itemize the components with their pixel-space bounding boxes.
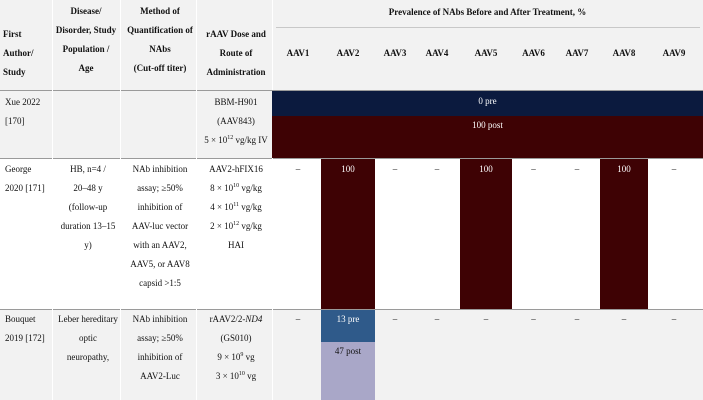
row3-aav6: – [531,314,536,324]
row2-aav9: – [671,164,677,174]
rule-row2-bottom [0,309,703,310]
row3-aav3: – [392,314,398,324]
row1-author: Xue 2022 [170] [5,97,41,126]
row3-bg-left [0,310,321,400]
row2-dose: AAV2-hFIX16 8 × 1010 vg/kg 4 × 1011 vg/k… [209,164,263,250]
row2-disease: HB, n=4 /20–48 y (follow-up duration 13–15… [60,164,116,250]
row3-aav1: – [295,314,301,324]
aav5-bar [460,158,512,310]
row1-post-label: 100 post [472,120,503,130]
row1-left-bg [0,90,272,158]
header-col-dose: rAAV Dose and Route of Administration [206,29,266,77]
header-right-bg [272,0,703,90]
row3-aav2-post [321,342,375,400]
row3-aav7: – [574,314,580,324]
row2-aav6: – [531,164,536,174]
header-aav6: AAV6 [522,48,545,58]
vsep-5 [272,158,273,400]
row3-aav2-pre-label: 13 pre [336,314,360,324]
header-col-method: Method of Quantification of NAbs (Cut-off t… [127,6,193,73]
header-left-bg [0,0,272,90]
row3-aav5: – [483,314,489,324]
row3-bg-right [375,310,703,400]
row1-pre-band [272,90,703,116]
row1-post-band [272,116,703,158]
row3-aav9: – [671,314,677,324]
header-col-author: First Author/Study [3,29,34,77]
header-aav9: AAV9 [662,48,686,58]
row3-dose: rAAV2/2-ND4 (GS010) 9 × 109 vg 3 × 1010 … [209,314,263,381]
header-col-disease: Disease/Disorder, Study Population / Age [55,6,117,73]
vsep-3 [196,0,197,400]
row1-dose: BBM-H901 (AAV843) 5 × 1012 vg/kg IV [204,97,268,145]
vsep-2 [120,0,121,400]
header-aav1: AAV1 [286,48,310,58]
vsep-4 [272,0,273,90]
rule-row1-bottom [0,158,703,159]
vsep-1 [52,0,53,400]
row2-method: NAb inhibition assay; ≥50% inhibition of AA… [130,164,190,288]
row2-aav8: 100 [617,164,631,174]
row2-aav1: – [295,164,301,174]
row2-aav3: – [392,164,398,174]
row3-aav2-post-label: 47 post [334,346,362,356]
header-aav7: AAV7 [565,48,589,58]
aav2-bar [321,158,375,310]
row2-aav5: 100 [479,164,493,174]
row3-aav2-pre [321,310,375,342]
header-span-title: Prevalence of NAbs Before and After Trea… [388,7,587,17]
row2-author: George 2020 [171] [5,164,45,193]
row3-aav4: – [434,314,440,324]
row1-pre-label: 0 pre [478,96,497,106]
row2-aav4: – [434,164,440,174]
header-aav5: AAV5 [474,48,498,58]
header-aav4: AAV4 [425,48,449,58]
header-aav8: AAV8 [612,48,636,58]
row3-method: NAb inhibition assay; ≥50% inhibition of AA… [132,314,188,381]
header-aav2: AAV2 [336,48,360,58]
row3-author: Bouquet 2019 [172] [5,314,45,343]
row3-aav8: – [621,314,627,324]
header-span-rule [276,27,700,28]
row3-disease: Leber hereditary optic neuropathy, [58,314,118,362]
row2-sep [320,158,321,310]
row2-aav2: 100 [341,164,355,174]
header-aav3: AAV3 [383,48,407,58]
row2-aav7: – [574,164,580,174]
rule-header-bottom [0,90,703,91]
aav8-bar [600,158,648,310]
